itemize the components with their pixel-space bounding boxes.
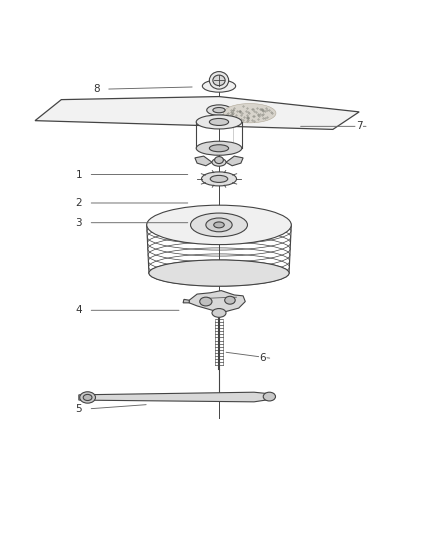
Ellipse shape [209, 71, 229, 89]
Polygon shape [79, 392, 272, 402]
Text: 8: 8 [93, 84, 100, 94]
Text: 1: 1 [75, 169, 82, 180]
Polygon shape [189, 290, 245, 312]
Ellipse shape [212, 158, 226, 166]
Ellipse shape [207, 105, 231, 115]
Polygon shape [195, 156, 212, 166]
Ellipse shape [225, 296, 235, 304]
Ellipse shape [209, 118, 229, 125]
Ellipse shape [214, 222, 224, 228]
Text: 4: 4 [75, 305, 82, 316]
Ellipse shape [196, 141, 242, 155]
Text: 2: 2 [75, 198, 82, 208]
Ellipse shape [83, 394, 92, 400]
Text: 5: 5 [75, 404, 82, 414]
Ellipse shape [149, 260, 289, 286]
Ellipse shape [196, 115, 242, 129]
Ellipse shape [147, 205, 291, 245]
Ellipse shape [215, 157, 223, 164]
Text: 7: 7 [356, 122, 363, 131]
Ellipse shape [200, 297, 212, 306]
Ellipse shape [202, 80, 236, 92]
Ellipse shape [209, 145, 229, 152]
Ellipse shape [223, 103, 276, 123]
Text: 3: 3 [75, 217, 82, 228]
Text: 6: 6 [259, 353, 266, 364]
Polygon shape [35, 96, 359, 130]
Ellipse shape [80, 392, 95, 403]
Polygon shape [226, 156, 243, 166]
Ellipse shape [213, 75, 225, 86]
Ellipse shape [191, 213, 247, 237]
Polygon shape [183, 300, 189, 303]
Ellipse shape [263, 392, 276, 401]
Ellipse shape [212, 309, 226, 317]
Ellipse shape [206, 218, 232, 232]
Ellipse shape [210, 175, 228, 182]
Ellipse shape [201, 172, 237, 186]
Ellipse shape [213, 108, 225, 113]
